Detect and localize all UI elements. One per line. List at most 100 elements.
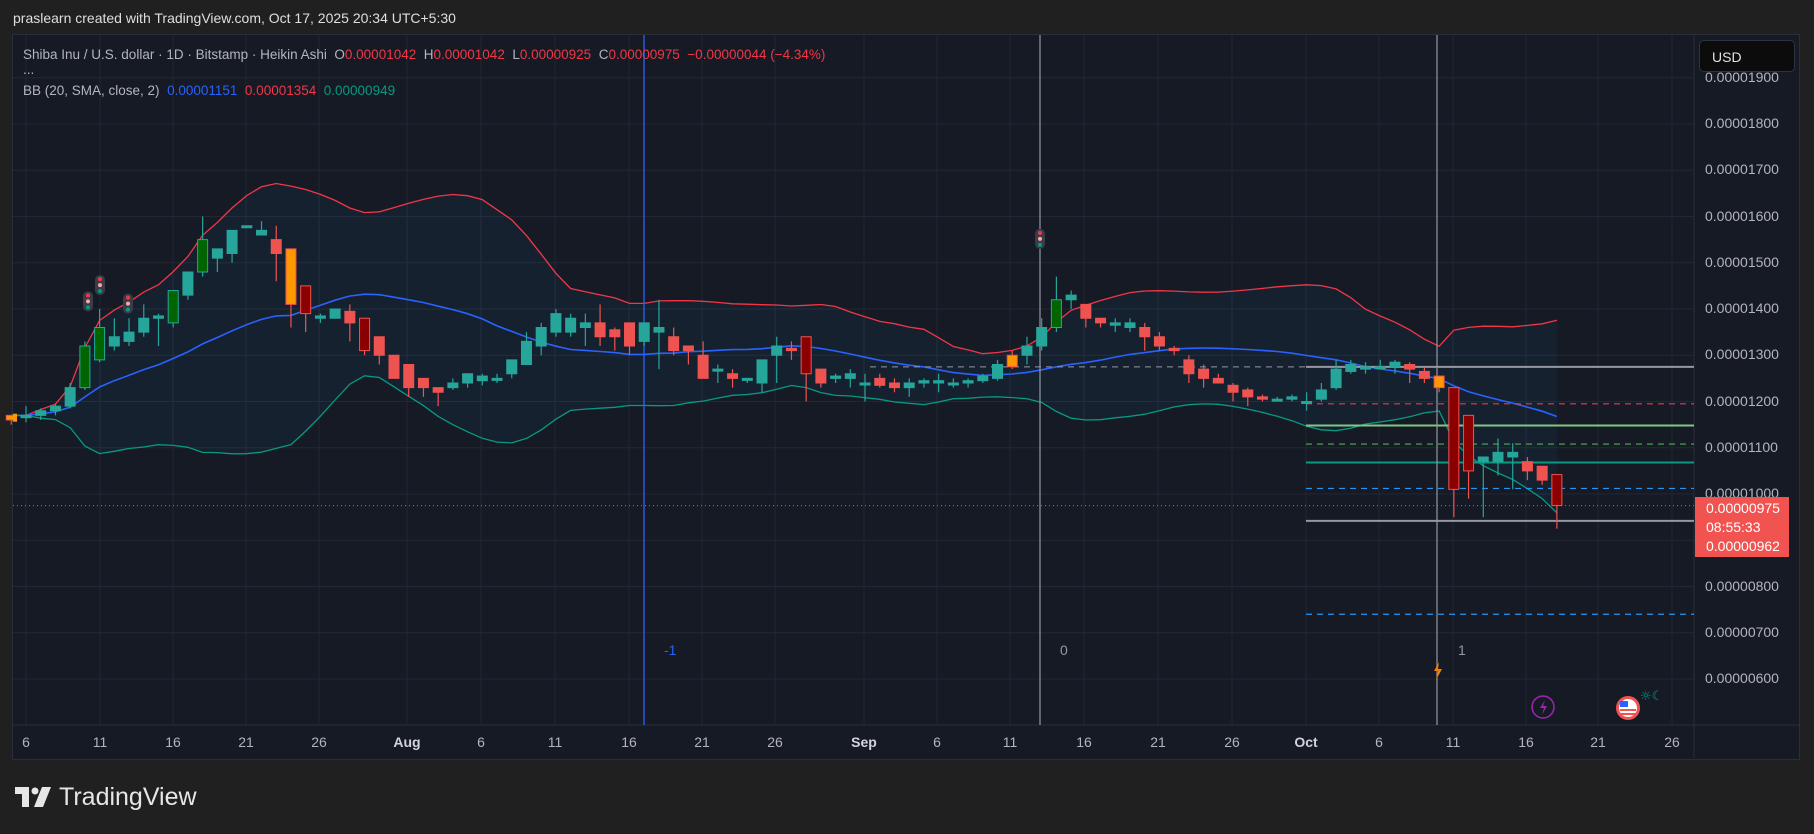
candle-body[interactable]	[800, 336, 812, 375]
candle-body[interactable]	[653, 327, 665, 333]
candle-body[interactable]	[373, 336, 385, 356]
candle-body[interactable]	[1006, 354, 1018, 368]
candle-body[interactable]	[167, 290, 179, 324]
candle-body[interactable]	[1301, 401, 1313, 404]
candle-body[interactable]	[256, 229, 268, 236]
candle-body[interactable]	[1124, 322, 1136, 328]
candle-body[interactable]	[962, 380, 974, 384]
candle-body[interactable]	[270, 239, 282, 254]
candle-body[interactable]	[403, 364, 415, 389]
candle-body[interactable]	[359, 317, 371, 352]
candle-body[interactable]	[1389, 361, 1401, 368]
candle-body[interactable]	[977, 375, 989, 382]
candle-body[interactable]	[1139, 327, 1151, 338]
candle-body[interactable]	[1477, 456, 1489, 463]
candle-body[interactable]	[182, 271, 194, 296]
candle-body[interactable]	[535, 327, 547, 347]
candle-body[interactable]	[1536, 465, 1548, 481]
currency-button[interactable]: USD	[1699, 40, 1795, 72]
candle-body[interactable]	[550, 313, 562, 333]
candle-body[interactable]	[417, 377, 429, 389]
candle-body[interactable]	[79, 345, 91, 389]
candle-body[interactable]	[1315, 389, 1327, 400]
candle-body[interactable]	[1065, 294, 1077, 301]
candle-body[interactable]	[1036, 327, 1048, 347]
candle-body[interactable]	[64, 387, 76, 407]
candle-body[interactable]	[211, 248, 223, 259]
candle-body[interactable]	[94, 327, 106, 361]
candle-body[interactable]	[1183, 359, 1195, 375]
candle-body[interactable]	[830, 375, 842, 379]
candle-body[interactable]	[329, 308, 341, 319]
candle-body[interactable]	[20, 414, 32, 419]
candle-body[interactable]	[1418, 370, 1430, 379]
more-indicators-button[interactable]: ...	[23, 62, 35, 77]
candle-body[interactable]	[888, 382, 900, 389]
candle-body[interactable]	[197, 239, 209, 273]
candle-body[interactable]	[49, 405, 61, 412]
candle-body[interactable]	[1448, 387, 1460, 490]
candle-body[interactable]	[756, 359, 768, 384]
candle-body[interactable]	[123, 331, 135, 342]
candle-body[interactable]	[432, 387, 444, 393]
candle-body[interactable]	[1374, 366, 1386, 370]
candle-body[interactable]	[520, 340, 532, 365]
candle-body[interactable]	[108, 336, 120, 347]
candle-body[interactable]	[476, 375, 488, 382]
candle-body[interactable]	[388, 354, 400, 379]
candle-body[interactable]	[300, 285, 312, 315]
candle-body[interactable]	[594, 322, 606, 338]
candle-body[interactable]	[1404, 364, 1416, 370]
candle-body[interactable]	[1095, 317, 1107, 324]
candle-body[interactable]	[1212, 377, 1224, 384]
candle-body[interactable]	[344, 310, 356, 324]
candle-body[interactable]	[1345, 364, 1357, 372]
candle-body[interactable]	[815, 368, 827, 384]
candle-body[interactable]	[1153, 336, 1165, 347]
candle-body[interactable]	[1168, 347, 1180, 352]
candle-body[interactable]	[933, 380, 945, 384]
candle-body[interactable]	[918, 380, 930, 384]
dividend-event-icon[interactable]: ☼☾	[1640, 689, 1663, 704]
candle-body[interactable]	[1109, 322, 1121, 326]
candle-body[interactable]	[874, 377, 886, 386]
candle-body[interactable]	[1227, 384, 1239, 393]
candle-body[interactable]	[1242, 389, 1254, 398]
candle-body[interactable]	[1271, 398, 1283, 402]
candle-body[interactable]	[1021, 345, 1033, 356]
candle-body[interactable]	[727, 373, 739, 379]
candle-body[interactable]	[1360, 366, 1372, 370]
candle-body[interactable]	[226, 229, 238, 254]
candle-body[interactable]	[1330, 368, 1342, 389]
candle-body[interactable]	[741, 377, 753, 381]
candle-body[interactable]	[1080, 303, 1092, 319]
candle-body[interactable]	[1492, 451, 1504, 463]
candle-body[interactable]	[138, 317, 150, 333]
candle-body[interactable]	[1198, 368, 1210, 379]
candle-body[interactable]	[1463, 414, 1475, 472]
candle-body[interactable]	[152, 315, 164, 319]
candle-body[interactable]	[462, 373, 474, 384]
candle-body[interactable]	[947, 382, 959, 386]
candle-body[interactable]	[712, 368, 724, 372]
chart-frame[interactable]	[12, 34, 1800, 760]
candle-body[interactable]	[992, 364, 1004, 379]
tradingview-logo[interactable]: TradingView	[15, 783, 197, 812]
candle-body[interactable]	[1551, 474, 1563, 507]
candle-body[interactable]	[579, 322, 591, 328]
candle-body[interactable]	[844, 373, 856, 379]
candle-body[interactable]	[859, 382, 871, 386]
candle-body[interactable]	[447, 382, 459, 389]
candle-body[interactable]	[1521, 461, 1533, 472]
candle-body[interactable]	[903, 382, 915, 389]
candle-body[interactable]	[565, 317, 577, 333]
candle-body[interactable]	[1433, 375, 1445, 389]
bb-label[interactable]: BB (20, SMA, close, 2)	[23, 83, 160, 98]
candle-body[interactable]	[241, 225, 253, 229]
candle-body[interactable]	[1256, 396, 1268, 400]
lightning-event-icon[interactable]	[1434, 662, 1442, 680]
candle-body[interactable]	[314, 315, 326, 319]
candle-body[interactable]	[1050, 299, 1062, 328]
candle-body[interactable]	[638, 322, 650, 342]
candle-body[interactable]	[697, 354, 709, 379]
